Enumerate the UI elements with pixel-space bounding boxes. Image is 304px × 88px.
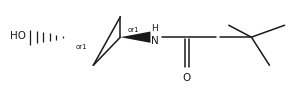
Text: or1: or1: [76, 44, 88, 50]
Text: H: H: [151, 24, 158, 33]
Text: HO: HO: [10, 31, 26, 41]
Text: N: N: [150, 36, 158, 46]
Text: O: O: [182, 73, 191, 83]
Text: or1: or1: [127, 27, 139, 33]
Polygon shape: [120, 32, 150, 43]
